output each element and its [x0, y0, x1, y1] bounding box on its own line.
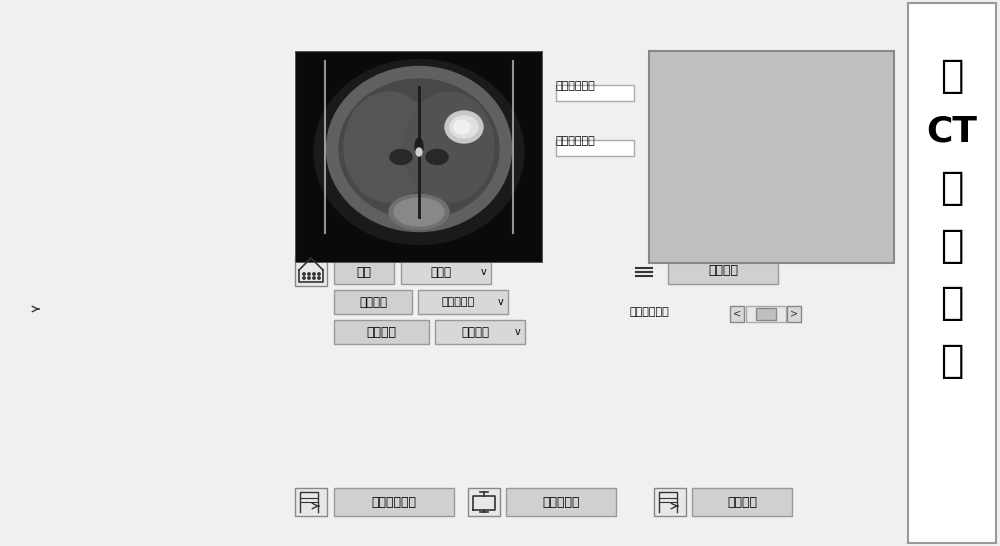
Ellipse shape: [416, 148, 422, 156]
Text: 保存当前结果: 保存当前结果: [372, 496, 416, 508]
Bar: [401, 260, 491, 284]
Text: 读取dicom: 读取dicom: [473, 23, 526, 37]
Text: 退出系统: 退出系统: [727, 496, 757, 508]
Bar: [556, 85, 634, 101]
Text: CT-Master: CT-Master: [295, 8, 380, 22]
Text: 脑: 脑: [940, 57, 964, 95]
Circle shape: [308, 273, 310, 275]
Bar: [640, 25, 644, 39]
Circle shape: [303, 277, 305, 279]
Ellipse shape: [404, 92, 494, 202]
Text: 分: 分: [940, 284, 964, 322]
Text: 血: 血: [940, 227, 964, 265]
Text: CT: CT: [926, 114, 978, 148]
Text: 出血区域的长: 出血区域的长: [556, 81, 596, 91]
Text: 0: 0: [144, 363, 152, 373]
Text: 像素间距: 像素间距: [18, 254, 48, 268]
Bar: [506, 488, 616, 516]
Bar: [298, 17, 330, 43]
Ellipse shape: [314, 60, 524, 245]
Ellipse shape: [394, 198, 444, 226]
Bar: [18, 292, 46, 318]
Bar: [105, 277, 195, 295]
Bar: [105, 359, 195, 377]
Circle shape: [318, 277, 320, 279]
Text: 出血区域的宽: 出血区域的宽: [556, 136, 596, 146]
Bar: [630, 17, 662, 43]
Bar: [635, 31, 639, 39]
Ellipse shape: [339, 79, 499, 219]
Text: 出血切割: 出血切割: [366, 325, 396, 339]
Text: 图像预处理: 图像预处理: [707, 23, 744, 37]
Ellipse shape: [390, 150, 412, 164]
Bar: [334, 320, 429, 344]
Bar: [468, 488, 500, 516]
Text: 计算体积: 计算体积: [107, 299, 137, 312]
Ellipse shape: [326, 67, 512, 232]
Text: 选择图像: 选择图像: [374, 23, 404, 37]
Ellipse shape: [445, 111, 483, 143]
Bar: [649, 51, 894, 263]
Bar: [908, 3, 996, 543]
Ellipse shape: [389, 194, 449, 229]
Ellipse shape: [450, 116, 478, 138]
Bar: [105, 252, 195, 270]
Bar: [295, 256, 327, 286]
Bar: [447, 17, 552, 43]
Text: v: v: [481, 267, 487, 277]
Bar: [105, 332, 195, 350]
Bar: [295, 488, 327, 516]
Bar: [654, 488, 686, 516]
Ellipse shape: [454, 120, 470, 134]
Text: >: >: [790, 309, 798, 319]
Bar: [3, 3, 285, 543]
Ellipse shape: [426, 150, 448, 164]
Text: v: v: [515, 327, 521, 337]
Bar: [692, 488, 792, 516]
Bar: [435, 320, 525, 344]
Bar: [730, 306, 744, 322]
Circle shape: [313, 273, 315, 275]
Ellipse shape: [344, 92, 434, 202]
Text: v: v: [498, 297, 504, 307]
Text: <: <: [733, 309, 741, 319]
Bar: [668, 17, 783, 43]
Ellipse shape: [415, 138, 423, 156]
Text: result showing: result showing: [10, 9, 126, 23]
Text: CT图厚度: CT图厚度: [18, 280, 57, 293]
Bar: [556, 140, 634, 156]
Text: 当前体积: 当前体积: [18, 335, 48, 347]
Circle shape: [318, 273, 320, 275]
Bar: [746, 306, 786, 322]
Text: 清除组数据: 清除组数据: [542, 496, 580, 508]
Text: 析: 析: [940, 342, 964, 380]
Bar: [418, 290, 508, 314]
Text: 出: 出: [940, 169, 964, 207]
Bar: [650, 23, 654, 39]
Circle shape: [308, 277, 310, 279]
Text: 图像暂存: 图像暂存: [359, 295, 387, 308]
Circle shape: [313, 277, 315, 279]
Text: 总体积: 总体积: [18, 361, 40, 375]
Text: 图片顺序: 图片顺序: [461, 325, 489, 339]
Bar: [52, 292, 192, 318]
Bar: [668, 258, 778, 284]
Bar: [334, 260, 394, 284]
Bar: [334, 488, 454, 516]
Text: 出血区域数: 出血区域数: [441, 297, 475, 307]
Bar: [18, 36, 270, 241]
Bar: [756, 308, 776, 320]
Bar: [289, 3, 905, 543]
Bar: [787, 306, 801, 322]
Circle shape: [303, 273, 305, 275]
Text: 选点: 选点: [356, 265, 372, 278]
Bar: [295, 51, 543, 263]
Text: 种子点: 种子点: [430, 265, 452, 278]
Bar: [645, 29, 649, 39]
Text: 人工选点: 人工选点: [708, 264, 738, 277]
Text: 拖动选阈値：: 拖动选阈値：: [630, 307, 670, 317]
Bar: [334, 290, 412, 314]
Bar: [336, 17, 441, 43]
